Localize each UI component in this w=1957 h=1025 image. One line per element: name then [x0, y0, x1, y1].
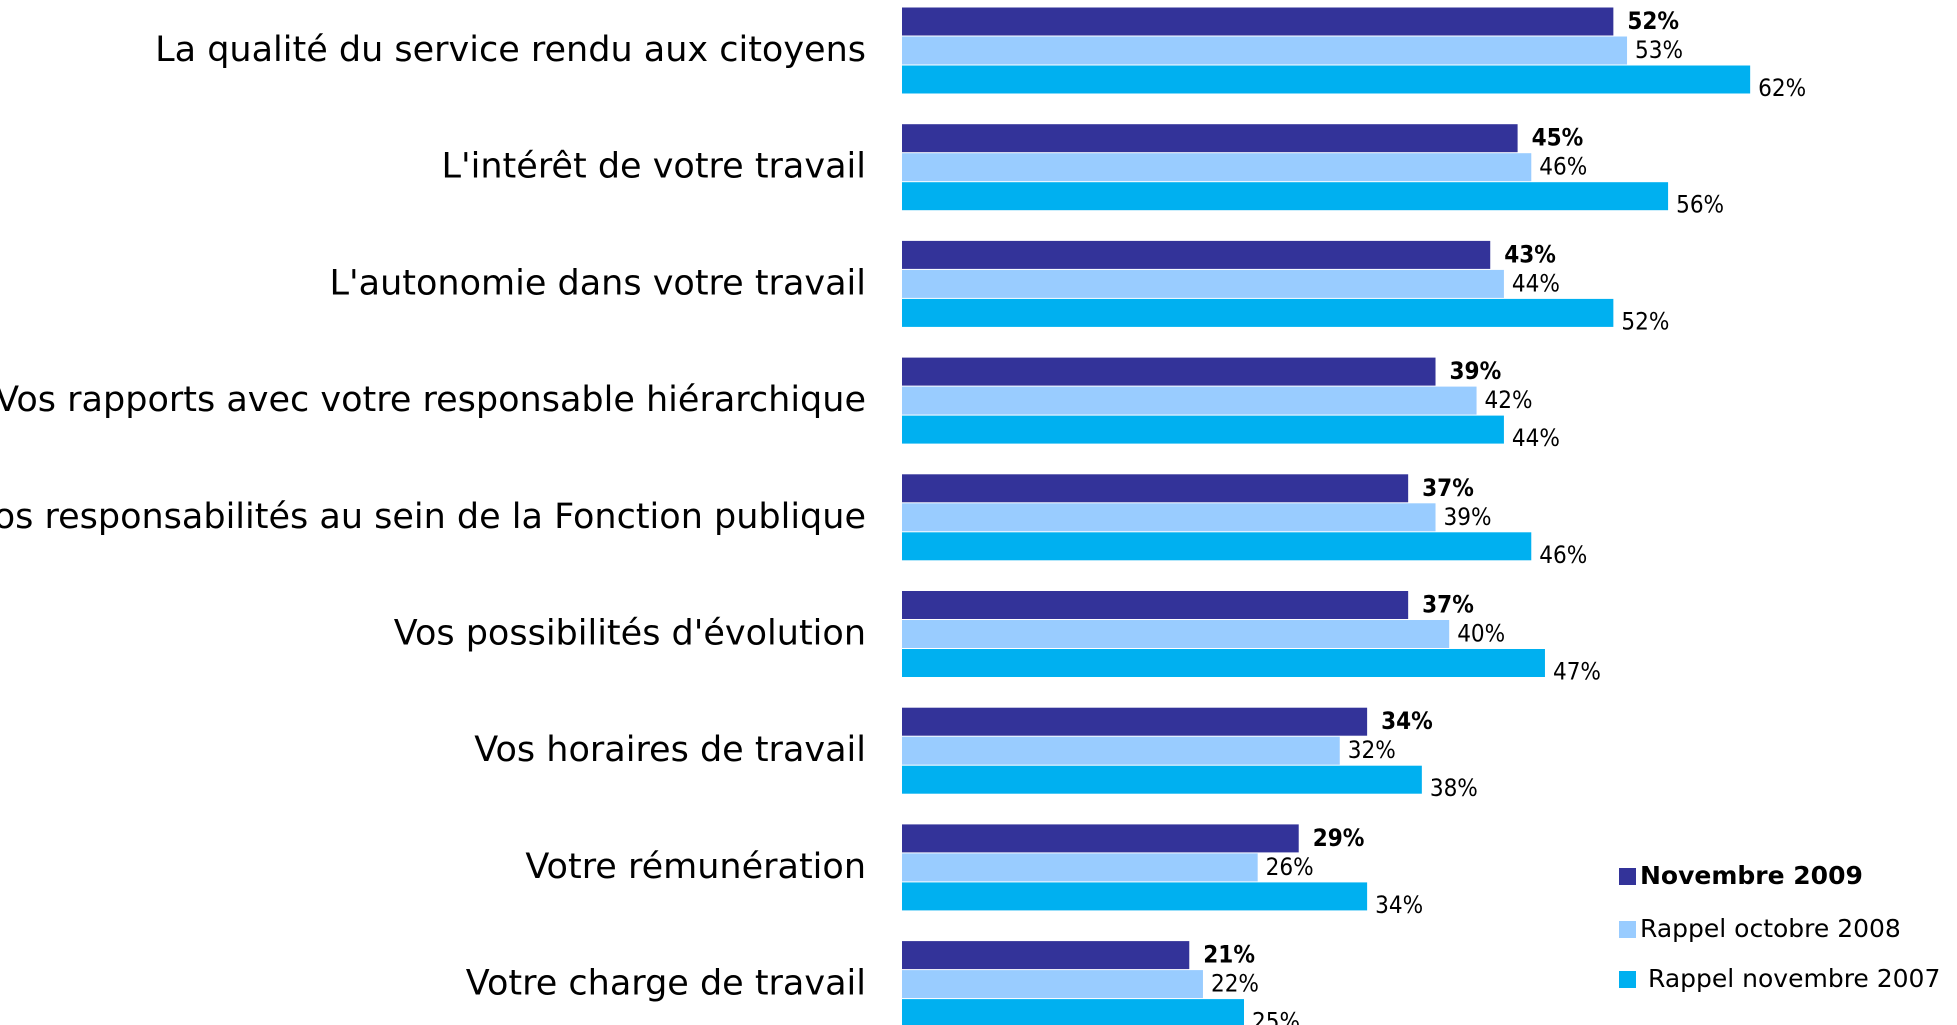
- value-label: 39%: [1450, 357, 1502, 385]
- value-label: 38%: [1430, 774, 1478, 802]
- value-label: 40%: [1457, 620, 1505, 648]
- bar: [902, 503, 1436, 532]
- legend-swatch: [1619, 921, 1636, 938]
- category-label: Vos horaires de travail: [474, 730, 866, 770]
- value-label: 37%: [1422, 474, 1474, 502]
- bar: [902, 999, 1244, 1025]
- bar: [902, 182, 1669, 211]
- value-label: 39%: [1444, 503, 1492, 531]
- bar: [902, 386, 1477, 415]
- bar: [902, 736, 1340, 765]
- value-label: 42%: [1485, 386, 1533, 414]
- bar: [902, 240, 1491, 269]
- bar: [902, 765, 1422, 794]
- value-label: 46%: [1539, 541, 1587, 569]
- value-label: 25%: [1252, 1008, 1300, 1025]
- value-label: 52%: [1621, 307, 1669, 335]
- bar: [902, 591, 1409, 619]
- value-label: 32%: [1348, 736, 1396, 764]
- bar: [902, 649, 1545, 677]
- value-label: 47%: [1553, 658, 1601, 686]
- value-label: 46%: [1539, 153, 1587, 181]
- bar: [902, 65, 1751, 94]
- value-label: 53%: [1635, 36, 1683, 64]
- category-label: Vos rapports avec votre responsable hiér…: [0, 380, 866, 420]
- category-label: L'autonomie dans votre travail: [330, 263, 866, 303]
- bar: [902, 941, 1190, 970]
- value-label: 62%: [1758, 74, 1806, 102]
- value-label: 34%: [1381, 707, 1433, 735]
- bar: [902, 269, 1504, 298]
- category-label: La qualité du service rendu aux citoyens: [155, 30, 866, 70]
- bar: [902, 474, 1409, 503]
- value-label: 52%: [1627, 7, 1679, 35]
- bar: [902, 882, 1368, 911]
- category-label: Votre charge de travail: [466, 964, 866, 1004]
- bar: [902, 415, 1504, 444]
- bar: [902, 970, 1203, 999]
- bar: [902, 357, 1436, 386]
- value-label: 56%: [1676, 191, 1724, 219]
- value-label: 37%: [1422, 591, 1474, 619]
- bar: [902, 298, 1614, 327]
- bar: [902, 532, 1532, 561]
- value-label: 34%: [1375, 891, 1423, 919]
- bar: [902, 153, 1532, 182]
- legend-label: Novembre 2009: [1640, 861, 1863, 890]
- category-label: Vos possibilités d'évolution: [394, 614, 866, 654]
- bar: [902, 707, 1368, 736]
- value-label: 43%: [1504, 240, 1556, 268]
- bar: [902, 853, 1258, 882]
- value-label: 44%: [1512, 424, 1560, 452]
- legend-swatch: [1619, 971, 1636, 988]
- category-label: L'intérêt de votre travail: [442, 147, 866, 187]
- value-label: 21%: [1203, 941, 1255, 969]
- bar: [902, 620, 1450, 648]
- legend-label: Rappel novembre 2007: [1648, 964, 1940, 993]
- value-label: 26%: [1266, 853, 1314, 881]
- value-label: 45%: [1532, 124, 1584, 152]
- category-label: Vos responsabilités au sein de la Foncti…: [0, 497, 866, 537]
- bar: [902, 124, 1518, 153]
- bar: [902, 36, 1628, 65]
- category-label: Votre rémunération: [525, 847, 866, 887]
- bar: [902, 7, 1614, 36]
- legend-swatch: [1619, 868, 1636, 885]
- value-label: 44%: [1512, 269, 1560, 297]
- legend-label: Rappel octobre 2008: [1640, 914, 1901, 943]
- value-label: 22%: [1211, 970, 1259, 998]
- bar: [902, 824, 1299, 853]
- value-label: 29%: [1313, 824, 1365, 852]
